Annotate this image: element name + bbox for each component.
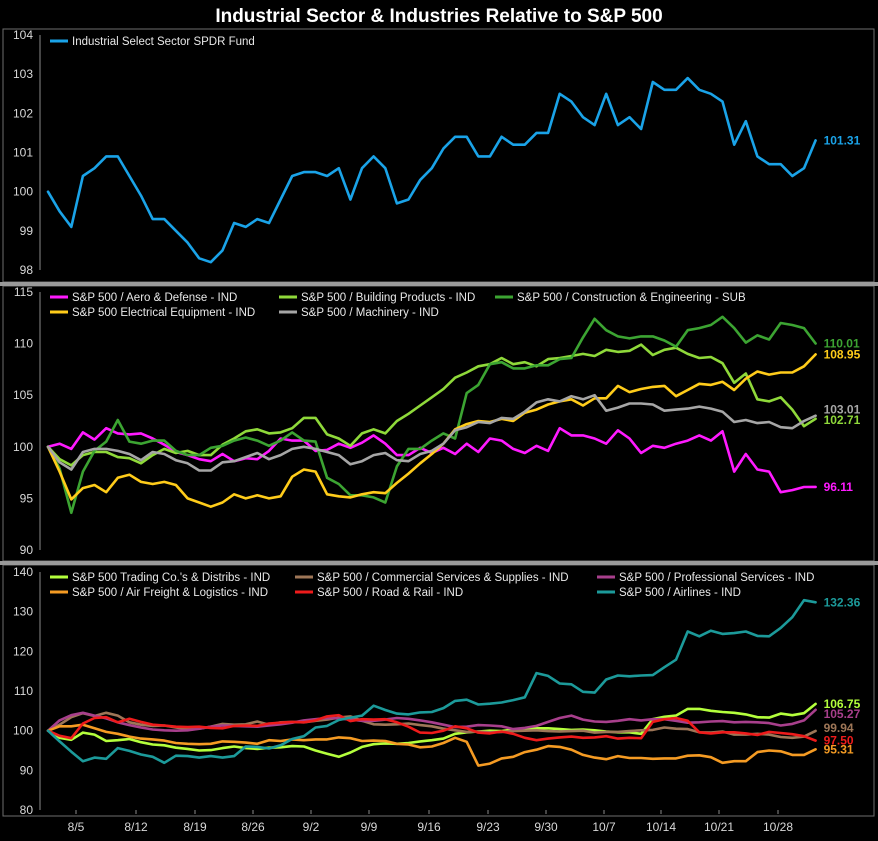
y-tick-label-p3-0: 80 xyxy=(20,803,34,817)
legend-label-p2-2: S&P 500 / Building Products - IND xyxy=(301,292,475,304)
end-value-label-p3-1: 106.75 xyxy=(824,697,861,711)
x-tick-label-10: 10/14 xyxy=(646,820,676,834)
legend-label-p3-3: S&P 500 / Professional Services - IND xyxy=(619,572,814,584)
end-value-label-p2-5: 103.01 xyxy=(824,403,861,417)
end-value-label-p3-6: 132.36 xyxy=(824,595,861,609)
end-value-label-p2-2: 102.71 xyxy=(824,413,861,427)
legend-label-p2-3: S&P 500 / Construction & Engineering - S… xyxy=(517,292,746,304)
y-tick-label-p3-6: 140 xyxy=(13,565,33,579)
panel-border-2 xyxy=(2,285,875,562)
legend-label-p2-1: S&P 500 / Aero & Defense - IND xyxy=(72,292,237,304)
y-tick-label-p3-3: 110 xyxy=(14,684,33,698)
series-line-p3-3 xyxy=(46,708,817,733)
y-tick-label-p2-2: 100 xyxy=(13,440,33,454)
end-value-label-p2-1: 96.11 xyxy=(824,480,854,494)
x-tick-label-6: 9/16 xyxy=(417,820,441,834)
end-value-label-p3-5: 97.50 xyxy=(824,734,854,748)
x-tick-label-11: 10/21 xyxy=(704,820,734,834)
legend-label-p2-5: S&P 500 / Machinery - IND xyxy=(301,307,439,319)
end-value-label-p3-2: 99.94 xyxy=(824,721,854,735)
y-tick-label-p3-4: 120 xyxy=(13,644,33,658)
x-tick-label-12: 10/28 xyxy=(763,820,793,834)
x-tick-label-2: 8/19 xyxy=(183,820,207,834)
y-tick-label-p1-3: 101 xyxy=(13,146,33,160)
series-line-p2-3 xyxy=(46,315,817,515)
x-tick-label-7: 9/23 xyxy=(476,820,500,834)
y-tick-label-p1-2: 100 xyxy=(13,185,33,199)
y-tick-label-p1-4: 102 xyxy=(13,106,33,120)
y-tick-label-p2-0: 90 xyxy=(20,543,34,557)
legend-label-p3-6: S&P 500 / Airlines - IND xyxy=(619,587,741,599)
x-tick-label-1: 8/12 xyxy=(124,820,148,834)
series-line-p1-1 xyxy=(46,76,817,264)
end-value-label-p2-3: 110.01 xyxy=(824,336,860,350)
legend-label-p3-5: S&P 500 / Road & Rail - IND xyxy=(317,587,463,599)
y-tick-label-p1-1: 99 xyxy=(20,224,34,238)
y-tick-label-p1-5: 103 xyxy=(13,67,33,81)
series-line-p2-4 xyxy=(46,353,817,509)
end-value-label-p1-1: 101.31 xyxy=(824,133,861,147)
y-tick-label-p3-1: 90 xyxy=(20,763,34,777)
x-tick-label-9: 10/7 xyxy=(592,820,616,834)
y-tick-label-p3-2: 100 xyxy=(13,724,33,738)
y-tick-label-p2-4: 110 xyxy=(14,337,33,351)
y-tick-label-p2-5: 115 xyxy=(14,285,33,299)
legend-label-p2-4: S&P 500 Electrical Equipment - IND xyxy=(72,307,255,319)
legend-label-p3-2: S&P 500 / Commercial Services & Supplies… xyxy=(317,572,569,584)
series-line-p3-1 xyxy=(46,702,817,759)
y-tick-label-p3-5: 130 xyxy=(13,605,33,619)
chart-title: Industrial Sector & Industries Relative … xyxy=(215,6,663,27)
series-line-p3-5 xyxy=(46,713,817,742)
y-tick-label-p1-0: 98 xyxy=(20,263,34,277)
panel-separator-1 xyxy=(0,282,878,286)
series-line-p3-4 xyxy=(46,723,817,767)
end-value-label-p3-4: 95.31 xyxy=(824,742,854,756)
legend-label-p3-1: S&P 500 Trading Co.'s & Distribs - IND xyxy=(72,572,270,584)
x-tick-label-5: 9/9 xyxy=(361,820,378,834)
legend-label-p1-1: Industrial Select Sector SPDR Fund xyxy=(72,36,255,48)
panel-border-3 xyxy=(2,564,875,817)
y-tick-label-p1-6: 104 xyxy=(13,28,33,42)
y-tick-label-p2-3: 105 xyxy=(13,388,33,402)
end-value-label-p3-3: 105.27 xyxy=(824,707,861,721)
panel-separator-2 xyxy=(0,561,878,565)
y-tick-label-p2-1: 95 xyxy=(20,491,34,505)
x-tick-label-4: 9/2 xyxy=(303,820,320,834)
series-line-p3-6 xyxy=(46,598,817,765)
x-tick-label-0: 8/5 xyxy=(68,820,85,834)
x-tick-label-8: 9/30 xyxy=(534,820,558,834)
series-line-p2-2 xyxy=(46,343,817,467)
series-line-p2-5 xyxy=(46,393,817,472)
x-tick-label-3: 8/26 xyxy=(241,820,265,834)
end-value-label-p2-4: 108.95 xyxy=(824,347,861,361)
legend-label-p3-4: S&P 500 / Air Freight & Logistics - IND xyxy=(72,587,268,599)
